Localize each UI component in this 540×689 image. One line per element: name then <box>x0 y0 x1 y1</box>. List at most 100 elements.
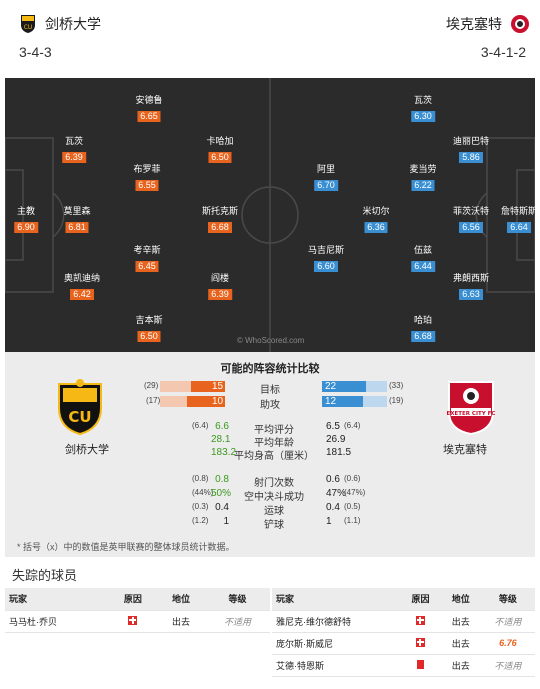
away-goals-avg: (33) <box>389 381 404 390</box>
home-stat-value: 0.4 <box>215 502 229 513</box>
player-status: 出去 <box>440 654 481 677</box>
away-player[interactable]: 哈珀 6.68 <box>411 314 435 344</box>
away-assists-value: 12 <box>325 396 337 407</box>
home-formation: 3-4-3 <box>19 44 52 60</box>
header-player: 玩家 <box>272 588 401 611</box>
home-player[interactable]: 考辛斯 6.45 <box>133 245 161 272</box>
missing-players-title: 失踪的球员 <box>12 568 78 583</box>
home-missing-table: 玩家 原因 地位 等级 马马杜·乔贝 出去 不适用 <box>5 588 270 633</box>
home-player[interactable]: 阎楼 6.39 <box>208 272 232 302</box>
home-player[interactable]: 布罗菲 6.55 <box>133 164 161 191</box>
player-status: 出去 <box>440 610 481 633</box>
home-assists-bar <box>187 396 225 407</box>
home-stat-avg: (0.8) <box>192 474 209 483</box>
home-stat-value: 6.6 <box>215 421 229 432</box>
home-goals-bar <box>191 381 225 392</box>
away-goals-bar <box>322 381 366 392</box>
exeter-crest-icon <box>511 15 529 33</box>
home-stat-value: 0.8 <box>215 474 229 485</box>
header-status: 地位 <box>440 588 481 611</box>
injury-icon <box>400 610 441 633</box>
home-stat-avg: (6.4) <box>192 421 209 430</box>
away-stat-value: 0.6 <box>326 474 340 485</box>
home-player[interactable]: 斯托克斯 6.68 <box>201 206 239 233</box>
comparison-note: * 括号（x）中的数值是英甲联赛的整体球员统计数据。 <box>17 542 235 552</box>
stat-label: 铲球 <box>264 520 284 531</box>
red-card-icon <box>400 654 441 677</box>
away-player[interactable]: 米切尔 6.36 <box>362 206 390 233</box>
table-row[interactable]: 雅尼克·维尔德舒特 出去 不适用 <box>272 610 535 633</box>
player-name[interactable]: 艾德·特恩斯 <box>272 654 401 677</box>
pitch: 主教 6.90 瓦茨 6.39 莫里森 6.81 奥凯迪纳 6.42 安德鲁 6… <box>5 78 535 352</box>
away-stat-value: 1 <box>326 516 332 527</box>
stat-label: 平均年龄 <box>254 438 294 449</box>
home-stat-value: 183.2 <box>211 447 237 458</box>
away-player[interactable]: 菲茨沃特 6.56 <box>452 206 490 233</box>
header-status: 地位 <box>156 588 206 611</box>
home-stat-avg: (44%) <box>192 488 214 497</box>
away-player[interactable]: 詹特斯斯 6.64 <box>500 206 535 233</box>
away-player[interactable]: 马吉尼斯 6.60 <box>307 245 345 272</box>
player-rating: 不适用 <box>480 654 535 677</box>
away-stat-value: 181.5 <box>326 447 352 458</box>
away-crest-text: EXETER CITY FC <box>447 411 496 417</box>
header-player: 玩家 <box>5 588 109 611</box>
home-team[interactable]: CU 剑桥大学 <box>19 14 101 34</box>
stat-label: 运球 <box>264 506 284 517</box>
home-player[interactable]: 奥凯迪纳 6.42 <box>63 273 101 300</box>
home-player[interactable]: 安德鲁 6.65 <box>135 95 163 122</box>
table-row[interactable]: 庞尔斯·斯威尼 出去 6.76 <box>272 632 535 655</box>
home-stat-avg: (0.3) <box>192 502 209 511</box>
away-player[interactable]: 迪丽巴特 5.86 <box>452 136 490 163</box>
svg-text:CU: CU <box>68 408 91 426</box>
header-reason: 原因 <box>400 588 441 611</box>
away-player[interactable]: 阿里 6.70 <box>314 163 338 193</box>
away-stat-avg: (0.5) <box>344 502 361 511</box>
table-row[interactable]: 马马杜·乔贝 出去 不适用 <box>5 610 270 633</box>
home-assists-avg: (17) <box>146 396 161 405</box>
player-status: 出去 <box>440 632 481 655</box>
player-name[interactable]: 雅尼克·维尔德舒特 <box>272 610 401 633</box>
away-team[interactable]: 埃克塞特 <box>446 14 530 34</box>
away-stat-value: 6.5 <box>326 421 340 432</box>
away-player[interactable]: 麦当劳 6.22 <box>409 164 437 191</box>
away-team-name[interactable]: 埃克塞特 <box>446 16 502 32</box>
stat-label: 空中决斗成功 <box>244 492 304 503</box>
header-rating: 等级 <box>205 588 270 611</box>
home-team-name[interactable]: 剑桥大学 <box>45 16 101 32</box>
away-assists-bar <box>322 396 363 407</box>
cambridge-crest-icon: CU <box>21 15 35 33</box>
home-player[interactable]: 主教 6.90 <box>14 205 38 235</box>
away-missing-table: 玩家 原因 地位 等级 雅尼克·维尔德舒特 出去 不适用 庞尔斯·斯威尼 出去 … <box>272 588 535 677</box>
home-stat-value: 50% <box>211 488 232 499</box>
home-stat-value: 1 <box>223 516 229 527</box>
away-player[interactable]: 瓦茨 6.30 <box>411 94 435 124</box>
home-player[interactable]: 瓦茨 6.39 <box>62 135 86 165</box>
player-name[interactable]: 庞尔斯·斯威尼 <box>272 632 401 655</box>
away-player[interactable]: 伍兹 6.44 <box>411 244 435 274</box>
away-player[interactable]: 弗朗西斯 6.63 <box>452 273 490 300</box>
away-stat-avg: (1.1) <box>344 516 361 525</box>
stat-label: 射门次数 <box>254 478 294 489</box>
stat-label: 平均评分 <box>254 425 294 436</box>
home-stat-avg: (1.2) <box>192 516 209 525</box>
away-stat-value: 26.9 <box>326 434 346 445</box>
away-stat-avg: (0.6) <box>344 474 361 483</box>
player-rating: 不适用 <box>205 610 270 633</box>
cambridge-crest-large-icon: CU <box>58 379 102 436</box>
home-player[interactable]: 莫里森 6.81 <box>63 206 91 233</box>
watermark: © WhoScored.com <box>237 336 305 345</box>
table-row[interactable]: 艾德·特恩斯 出去 不适用 <box>272 654 535 677</box>
home-assists-value: 10 <box>212 396 224 407</box>
away-stat-avg: (47%) <box>344 488 366 497</box>
header-reason: 原因 <box>108 588 157 611</box>
player-status: 出去 <box>156 610 206 633</box>
home-crest-name: 剑桥大学 <box>65 444 109 456</box>
player-name[interactable]: 马马杜·乔贝 <box>5 610 109 633</box>
away-formation: 3-4-1-2 <box>480 44 526 60</box>
away-stat-value: 47% <box>326 488 347 499</box>
home-player[interactable]: 吉本斯 6.50 <box>135 315 163 342</box>
goals-label: 目标 <box>260 385 280 396</box>
home-player[interactable]: 卡哈加 6.50 <box>206 136 234 163</box>
away-crest-name: 埃克塞特 <box>443 444 487 456</box>
